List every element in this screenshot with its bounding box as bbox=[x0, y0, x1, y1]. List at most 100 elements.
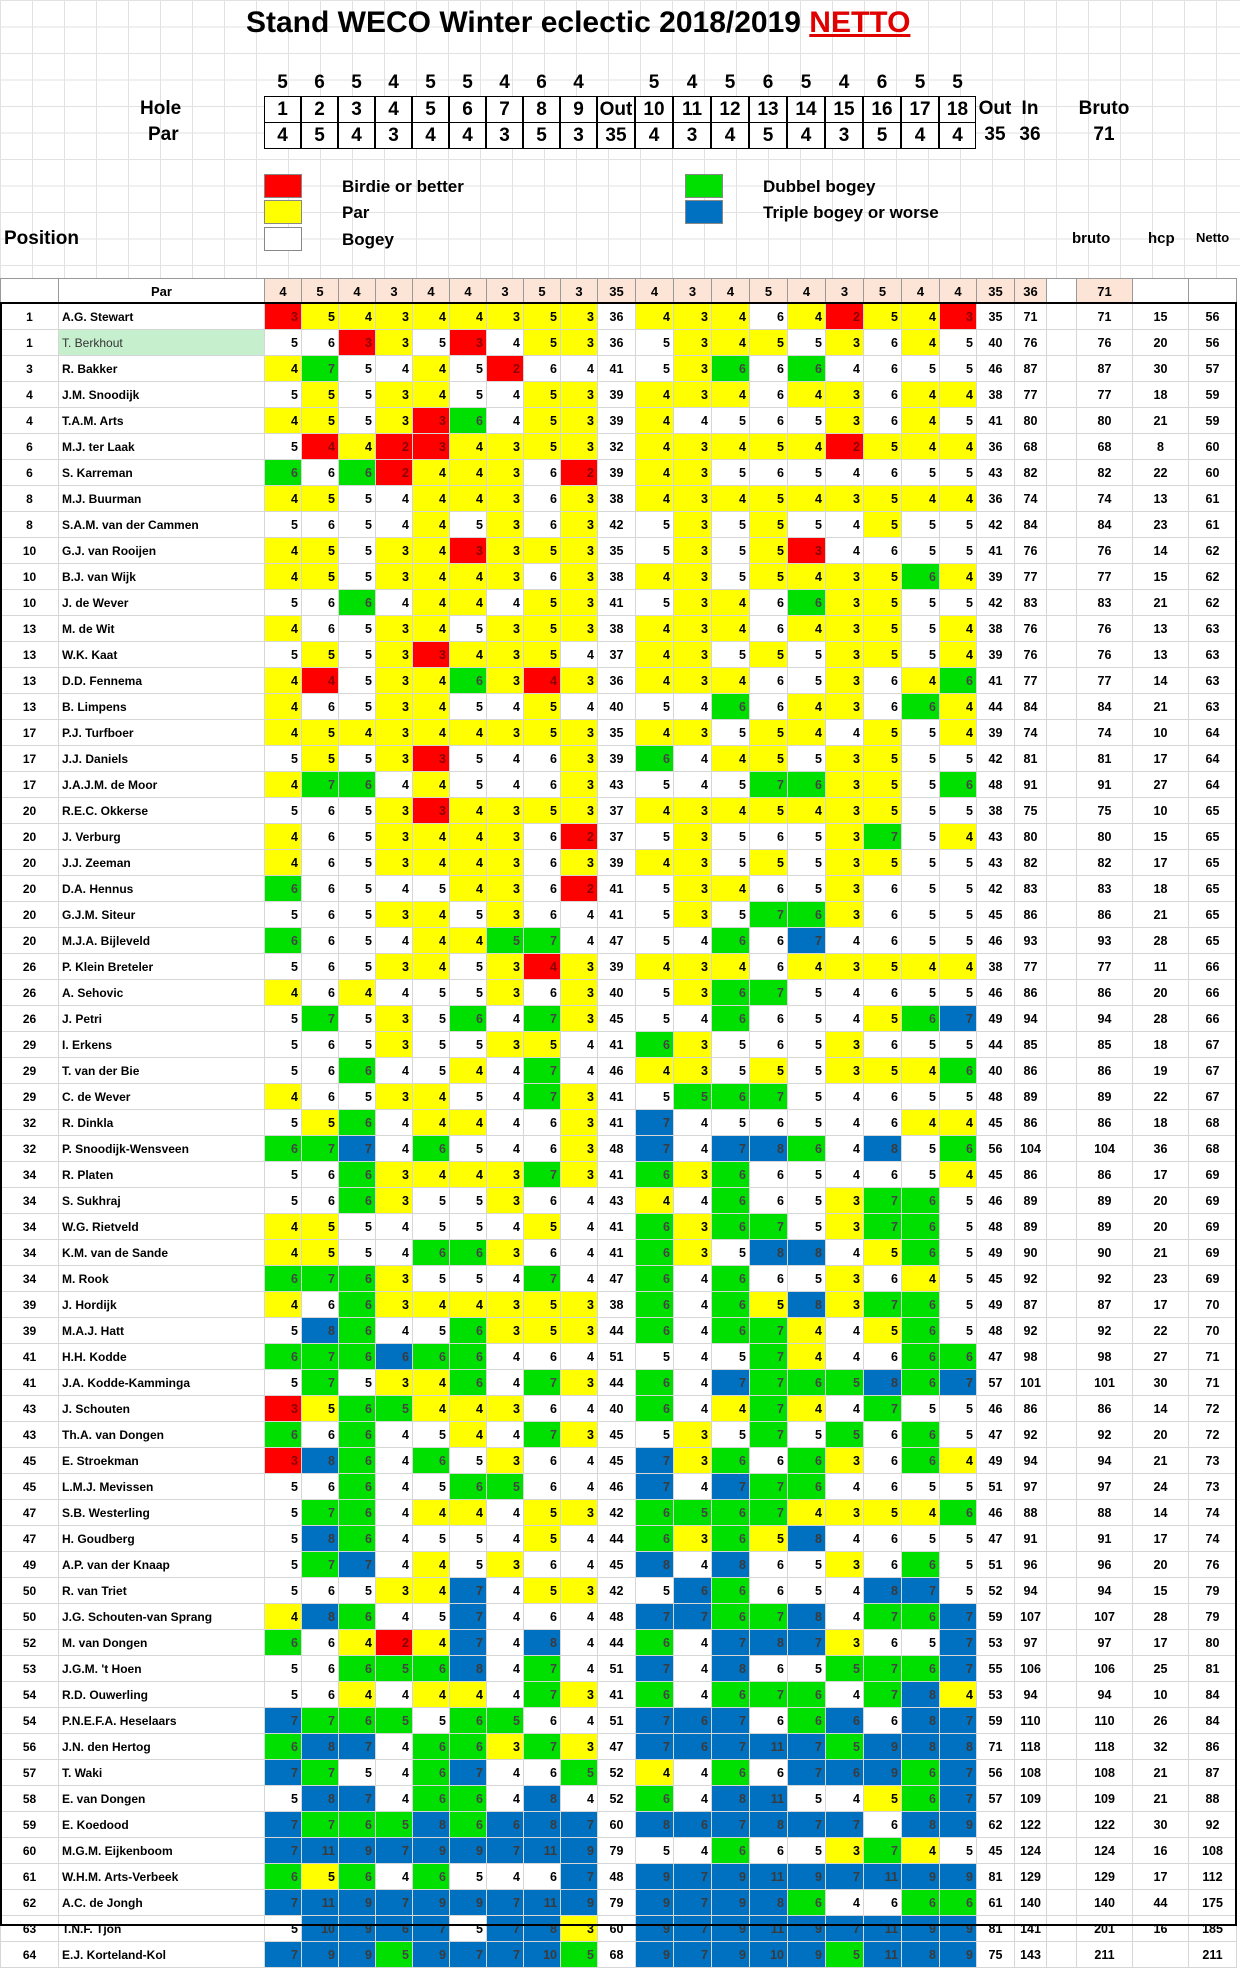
row-score-hole-12: 6 bbox=[711, 927, 750, 954]
row-score-hole-6: 4 bbox=[449, 927, 487, 954]
row-score-hole-17: 4 bbox=[901, 1499, 940, 1526]
row-player-name: E. van Dongen bbox=[58, 1785, 265, 1812]
row-bruto: 85 bbox=[1076, 1031, 1133, 1058]
row-out2: 42 bbox=[976, 875, 1015, 902]
hole-number-15: 15 bbox=[825, 96, 863, 123]
row-hcp: 21 bbox=[1132, 407, 1189, 434]
row-score-hole-8: 7 bbox=[523, 1681, 561, 1708]
row-score-hole-17: 4 bbox=[901, 433, 940, 460]
row-score-hole-16: 5 bbox=[863, 1239, 902, 1266]
row-score-hole-12: 6 bbox=[711, 1161, 750, 1188]
row-hcp: 30 bbox=[1132, 355, 1189, 382]
row-netto: 69 bbox=[1188, 1187, 1237, 1214]
row-out: 44 bbox=[597, 1525, 636, 1552]
row-score-hole-10: 4 bbox=[635, 563, 674, 590]
row-score-hole-14: 9 bbox=[787, 1863, 826, 1890]
col-hcp-label: hcp bbox=[1148, 230, 1175, 247]
table-row: 60 M.G.M. Eijkenboom 7 11 9 7 9 9 7 11 9 79 5 4 6 6 5 3 7 4… bbox=[0, 1837, 1237, 1864]
row-score-hole-4: 4 bbox=[375, 1421, 413, 1448]
table-row: 10 J. de Wever 5 6 6 4 4 4 4 5 3 41 5 3 4 6 6 3 5 5 5 42 83 83 2… bbox=[0, 589, 1237, 616]
row-out2: 62 bbox=[976, 1811, 1015, 1838]
row-score-hole-11: 3 bbox=[673, 901, 712, 928]
row-in: 122 bbox=[1014, 1811, 1047, 1838]
row-score-hole-5: 6 bbox=[412, 1655, 450, 1682]
row-score-hole-15: 4 bbox=[825, 1083, 864, 1110]
top-value-back: 5 bbox=[952, 72, 963, 93]
row-score-hole-4: 3 bbox=[375, 1369, 413, 1396]
row-score-hole-14: 4 bbox=[787, 1499, 826, 1526]
row-in: 94 bbox=[1014, 1577, 1047, 1604]
row-score-hole-9: 3 bbox=[560, 433, 598, 460]
row-score-hole-9: 3 bbox=[560, 1681, 598, 1708]
row-bruto: 80 bbox=[1076, 823, 1133, 850]
row-score-hole-8: 7 bbox=[523, 1369, 561, 1396]
row-score-hole-11: 7 bbox=[673, 1863, 712, 1890]
row-netto: 59 bbox=[1188, 381, 1237, 408]
row-out: 38 bbox=[597, 615, 636, 642]
row-score-hole-16: 11 bbox=[863, 1915, 902, 1942]
row-score-hole-5: 5 bbox=[412, 1707, 450, 1734]
row-score-hole-14: 5 bbox=[787, 1005, 826, 1032]
row-score-hole-15: 4 bbox=[825, 1525, 864, 1552]
row-score-hole-13: 8 bbox=[749, 1629, 788, 1656]
row-netto: 63 bbox=[1188, 615, 1237, 642]
row-gap bbox=[1046, 381, 1077, 408]
row-score-hole-11: 4 bbox=[673, 1135, 712, 1162]
row-score-hole-9: 4 bbox=[560, 1395, 598, 1422]
row-gap bbox=[1046, 1629, 1077, 1656]
row-gap bbox=[1046, 329, 1077, 356]
row-score-hole-12: 6 bbox=[711, 1681, 750, 1708]
row-player-name: M.J.A. Bijleveld bbox=[58, 927, 265, 954]
row-score-hole-18: 5 bbox=[939, 1577, 977, 1604]
row-score-hole-17: 6 bbox=[901, 1239, 940, 1266]
row-score-hole-3: 6 bbox=[338, 1499, 376, 1526]
row-score-hole-16: 6 bbox=[863, 381, 902, 408]
row-score-hole-1: 4 bbox=[264, 407, 302, 434]
row-score-hole-2: 7 bbox=[301, 1759, 339, 1786]
row-score-hole-1: 5 bbox=[264, 381, 302, 408]
row-hcp: 14 bbox=[1132, 537, 1189, 564]
row-score-hole-8: 4 bbox=[523, 953, 561, 980]
row-score-hole-17: 6 bbox=[901, 1317, 940, 1344]
hole-number-13: 13 bbox=[749, 96, 787, 123]
row-score-hole-15: 4 bbox=[825, 1109, 864, 1136]
row-score-hole-18: 5 bbox=[939, 849, 977, 876]
row-score-hole-13: 10 bbox=[749, 1941, 788, 1968]
row-score-hole-8: 5 bbox=[523, 1577, 561, 1604]
row-bruto: 76 bbox=[1076, 329, 1133, 356]
table-row: 20 J.J. Zeeman 4 6 5 3 4 4 3 6 3 39 4 3 5 5 5 3 5 5 5 43 82 82 1… bbox=[0, 849, 1237, 876]
row-score-hole-10: 8 bbox=[635, 1811, 674, 1838]
row-out: 45 bbox=[597, 1551, 636, 1578]
table-row: 45 L.M.J. Mevissen 5 6 6 4 5 6 5 6 4 46 7 4 7 7 6 4 6 5 5 51 9… bbox=[0, 1473, 1237, 1500]
row-score-hole-6: 6 bbox=[449, 1707, 487, 1734]
row-score-hole-3: 5 bbox=[338, 667, 376, 694]
row-score-hole-8: 8 bbox=[523, 1629, 561, 1656]
row-out: 60 bbox=[597, 1915, 636, 1942]
par-row-hole: 4 bbox=[412, 278, 450, 304]
standings-table: Par 4 5 4 3 4 4 3 5 3 35 4 3 4 5 4 3 5 4 4 35 36 71 1 A.G. Stewa… bbox=[0, 278, 1237, 1968]
table-row: 26 J. Petri 5 7 5 3 5 6 4 7 3 45 5 4 6 6 5 4 5 6 7 49 94 94 28 66 bbox=[0, 1005, 1237, 1032]
row-score-hole-8: 6 bbox=[523, 355, 561, 382]
row-out2: 56 bbox=[976, 1759, 1015, 1786]
row-score-hole-17: 6 bbox=[901, 1655, 940, 1682]
row-netto: 84 bbox=[1188, 1707, 1237, 1734]
row-gap bbox=[1046, 1317, 1077, 1344]
row-score-hole-2: 9 bbox=[301, 1941, 339, 1968]
row-score-hole-13: 5 bbox=[749, 797, 788, 824]
row-out: 47 bbox=[597, 927, 636, 954]
row-position: 20 bbox=[0, 823, 59, 850]
row-score-hole-15: 3 bbox=[825, 1447, 864, 1474]
row-score-hole-8: 6 bbox=[523, 901, 561, 928]
row-position: 34 bbox=[0, 1265, 59, 1292]
row-gap bbox=[1046, 1291, 1077, 1318]
row-score-hole-3: 5 bbox=[338, 381, 376, 408]
row-score-hole-15: 4 bbox=[825, 1161, 864, 1188]
row-score-hole-8: 6 bbox=[523, 563, 561, 590]
row-out2: 43 bbox=[976, 849, 1015, 876]
row-score-hole-13: 6 bbox=[749, 407, 788, 434]
row-gap bbox=[1046, 1837, 1077, 1864]
hole-par-17: 4 bbox=[901, 122, 939, 149]
row-score-hole-12: 5 bbox=[711, 641, 750, 668]
row-netto: 86 bbox=[1188, 1733, 1237, 1760]
table-row: 49 A.P. van der Knaap 5 7 7 4 4 5 3 6 4 45 8 4 8 6 5 3 6 6 5… bbox=[0, 1551, 1237, 1578]
